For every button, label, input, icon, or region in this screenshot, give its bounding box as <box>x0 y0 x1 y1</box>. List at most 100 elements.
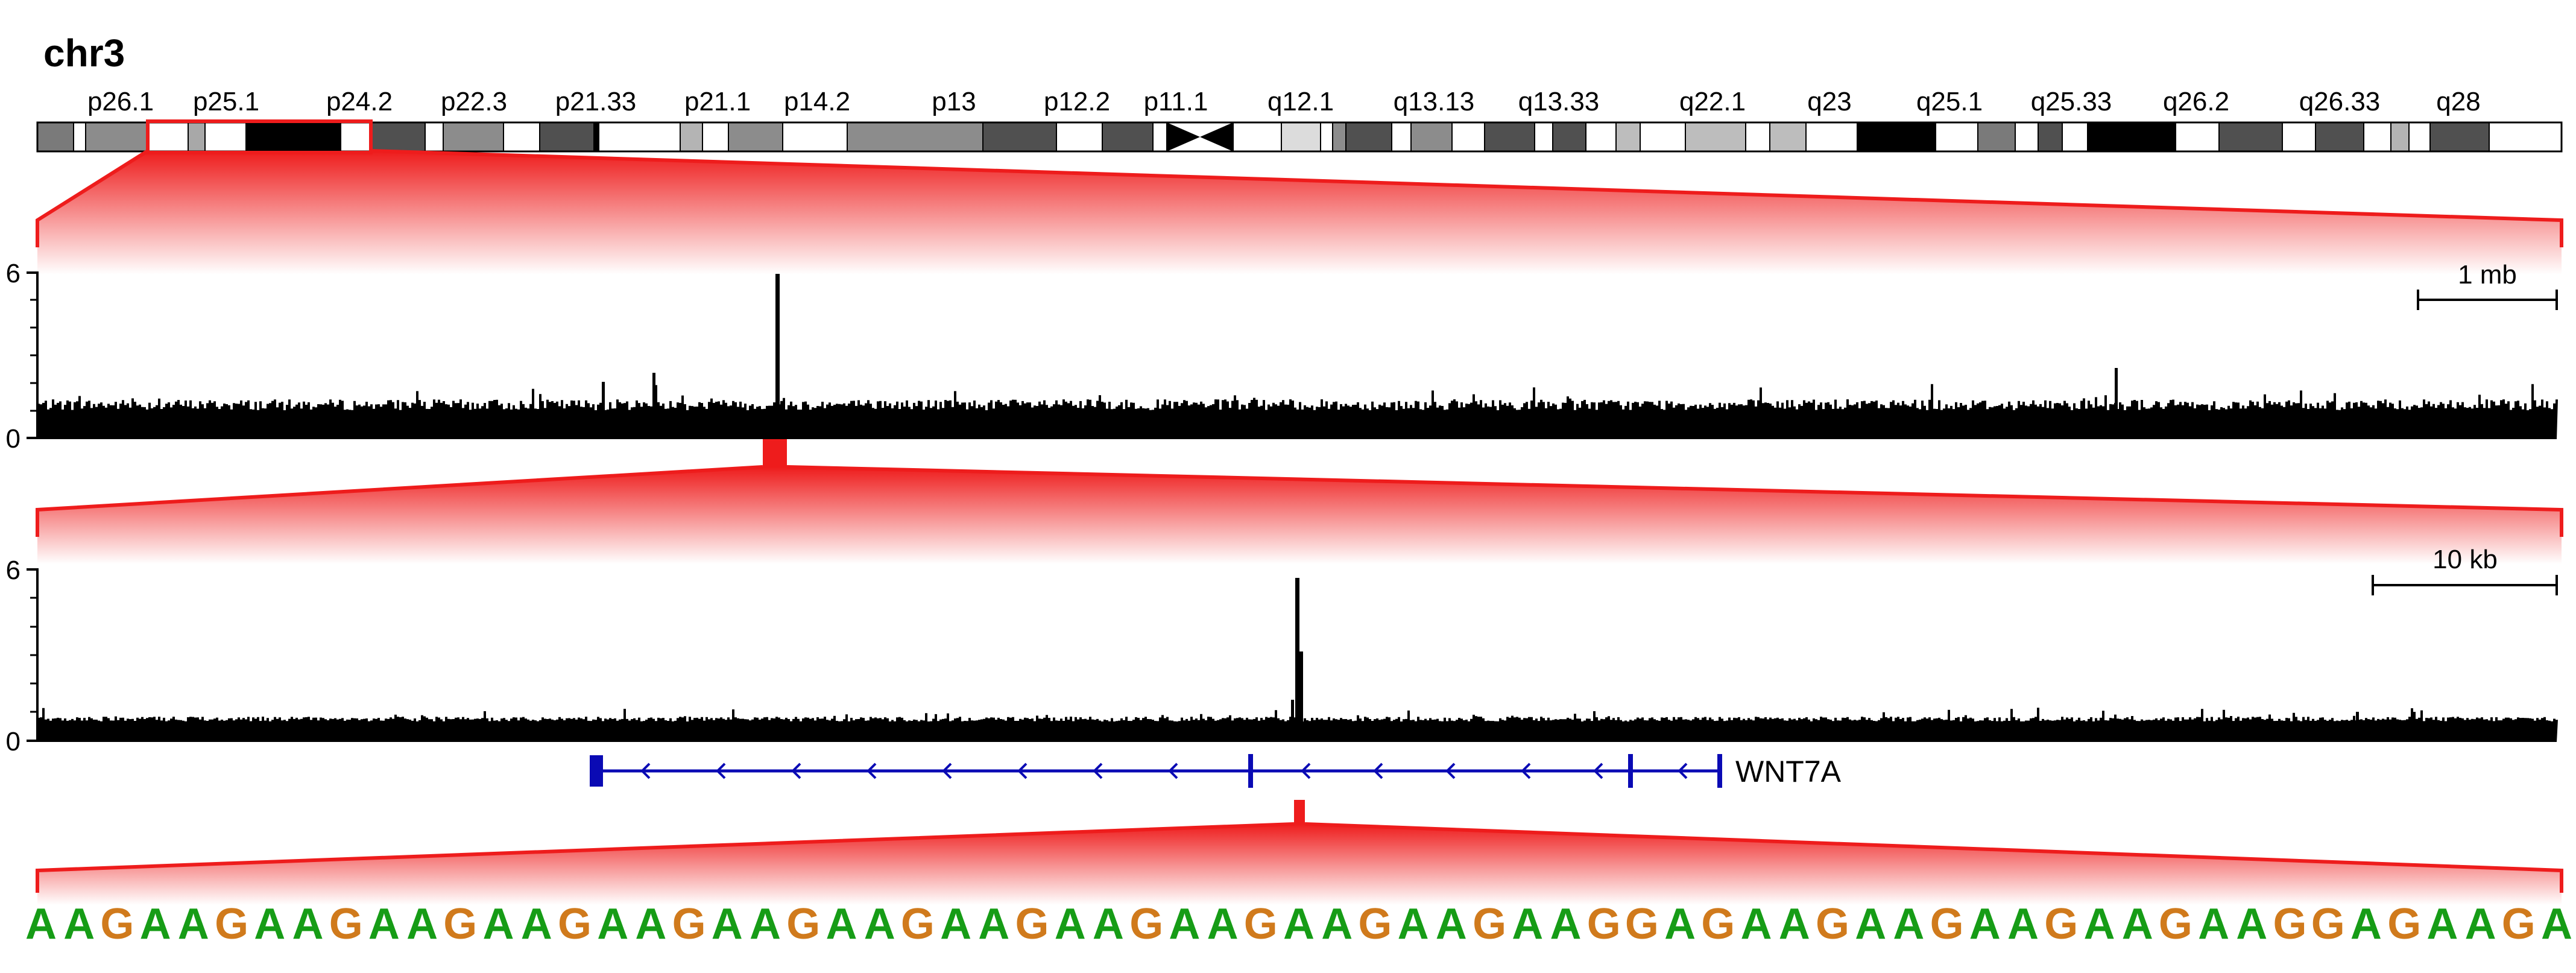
strand-arrow <box>1093 762 1103 779</box>
band-label: q13.13 <box>1394 87 1475 116</box>
gene-name-label: WNT7A <box>1735 755 1842 788</box>
band-labels: p26.1 p25.1 p24.2 p22.3 p21.33 p21.1 p14.2 p13 p… <box>87 87 2481 116</box>
sequence-base: A <box>1398 900 1429 948</box>
band-label: p14.2 <box>784 87 850 116</box>
band-label: q28 <box>2436 87 2480 116</box>
band-label: q23 <box>1807 87 1851 116</box>
sequence-base: A <box>1512 900 1543 948</box>
band-label: q25.33 <box>2031 87 2112 116</box>
band-label: q26.2 <box>2163 87 2229 116</box>
track2-ymin-label: 0 <box>6 727 21 756</box>
chromosome-band <box>782 122 848 152</box>
sequence-base: A <box>2426 900 2458 948</box>
chromosome-band <box>1320 122 1333 152</box>
track1-signal <box>37 274 2558 439</box>
sequence-base: G <box>2311 900 2345 948</box>
chromosome-band <box>1332 122 1346 152</box>
chromosome-band <box>702 122 729 152</box>
band-label: q12.1 <box>1267 87 1334 116</box>
track2-scale-label: 10 kb <box>2432 545 2498 574</box>
chromosome-band <box>37 122 74 152</box>
sequence-base: A <box>1436 900 1467 948</box>
chromosome-band <box>1585 122 1617 152</box>
chromosome-band <box>728 122 783 152</box>
chromosome-ideogram <box>36 119 2563 154</box>
chromosome-band <box>982 122 1057 152</box>
gene-exon <box>1628 754 1633 788</box>
chromosome-band <box>1640 122 1686 152</box>
chromosome-band <box>443 122 504 152</box>
chromosome-band <box>1233 122 1282 152</box>
gene-model: WNT7A <box>590 754 1842 788</box>
chromosome-band <box>1935 122 1978 152</box>
chromosome-band <box>340 122 371 152</box>
chromosome-band <box>2015 122 2039 152</box>
sequence-base: A <box>1664 900 1696 948</box>
chromosome-band <box>2087 122 2176 152</box>
sequence-base: A <box>826 900 857 948</box>
gene-exon <box>590 755 603 787</box>
chromosome-band <box>1552 122 1586 152</box>
signal-peak <box>1299 651 1303 742</box>
sequence-base: G <box>1473 900 1506 948</box>
chromosome-title: chr3 <box>43 31 125 75</box>
chromosome-band <box>598 122 681 152</box>
sequence-base: A <box>712 900 743 948</box>
zoom-connector-2 <box>36 439 2563 564</box>
sequence-base: A <box>2198 900 2229 948</box>
chromosome-band <box>2390 122 2410 152</box>
sequence-base: G <box>443 900 477 948</box>
sequence-base: A <box>1969 900 2001 948</box>
chromosome-band <box>2038 122 2063 152</box>
track1-ymin-label: 0 <box>6 424 21 454</box>
sequence-base: A <box>1779 900 1810 948</box>
sequence-base: A <box>1855 900 1886 948</box>
chromosome-band <box>2062 122 2088 152</box>
sequence-base: A <box>1283 900 1315 948</box>
chromosome-band <box>1534 122 1553 152</box>
sequence-base: A <box>406 900 438 948</box>
sequence-base: G <box>1587 900 1621 948</box>
sequence-base: A <box>254 900 285 948</box>
strand-arrow <box>1521 762 1531 779</box>
gene-exon <box>1717 754 1722 788</box>
sequence-base: G <box>2502 900 2536 948</box>
sequence-base: A <box>1207 900 1239 948</box>
chromosome-band <box>425 122 444 152</box>
band-label: q26.33 <box>2299 87 2381 116</box>
sequence-base: G <box>1015 900 1049 948</box>
band-label: p12.2 <box>1044 87 1110 116</box>
chromosome-band <box>1857 122 1936 152</box>
ideogram-outline <box>36 121 2563 153</box>
sequence-base: A <box>1550 900 1582 948</box>
chromosome-band <box>85 122 148 152</box>
sequence-base: A <box>2236 900 2267 948</box>
sequence-base: G <box>786 900 820 948</box>
sequence-base: A <box>2007 900 2039 948</box>
chromosome-band <box>539 122 595 152</box>
chromosome-band <box>1451 122 1485 152</box>
sequence-base: A <box>483 900 514 948</box>
centromere-p <box>1167 122 1200 151</box>
strand-arrow <box>1678 762 1688 779</box>
chromosome-band <box>1345 122 1392 152</box>
chromosome-band <box>2175 122 2220 152</box>
sequence-base: A <box>635 900 666 948</box>
sequence-base: G <box>558 900 592 948</box>
centromere-q <box>1200 122 1233 151</box>
track2-ymax-label: 6 <box>6 556 21 585</box>
strand-arrow <box>1373 762 1383 779</box>
sequence-base: G <box>1930 900 1964 948</box>
sequence-base: G <box>1625 900 1659 948</box>
sequence-base: G <box>2044 900 2078 948</box>
sequence-base: A <box>2350 900 2382 948</box>
sequence-base: A <box>140 900 171 948</box>
chromosome-band <box>2489 122 2562 152</box>
chromosome-band <box>847 122 983 152</box>
band-label: p21.33 <box>555 87 637 116</box>
chromosome-band <box>1281 122 1321 152</box>
sequence-base: G <box>2273 900 2306 948</box>
strand-arrow <box>791 762 801 779</box>
